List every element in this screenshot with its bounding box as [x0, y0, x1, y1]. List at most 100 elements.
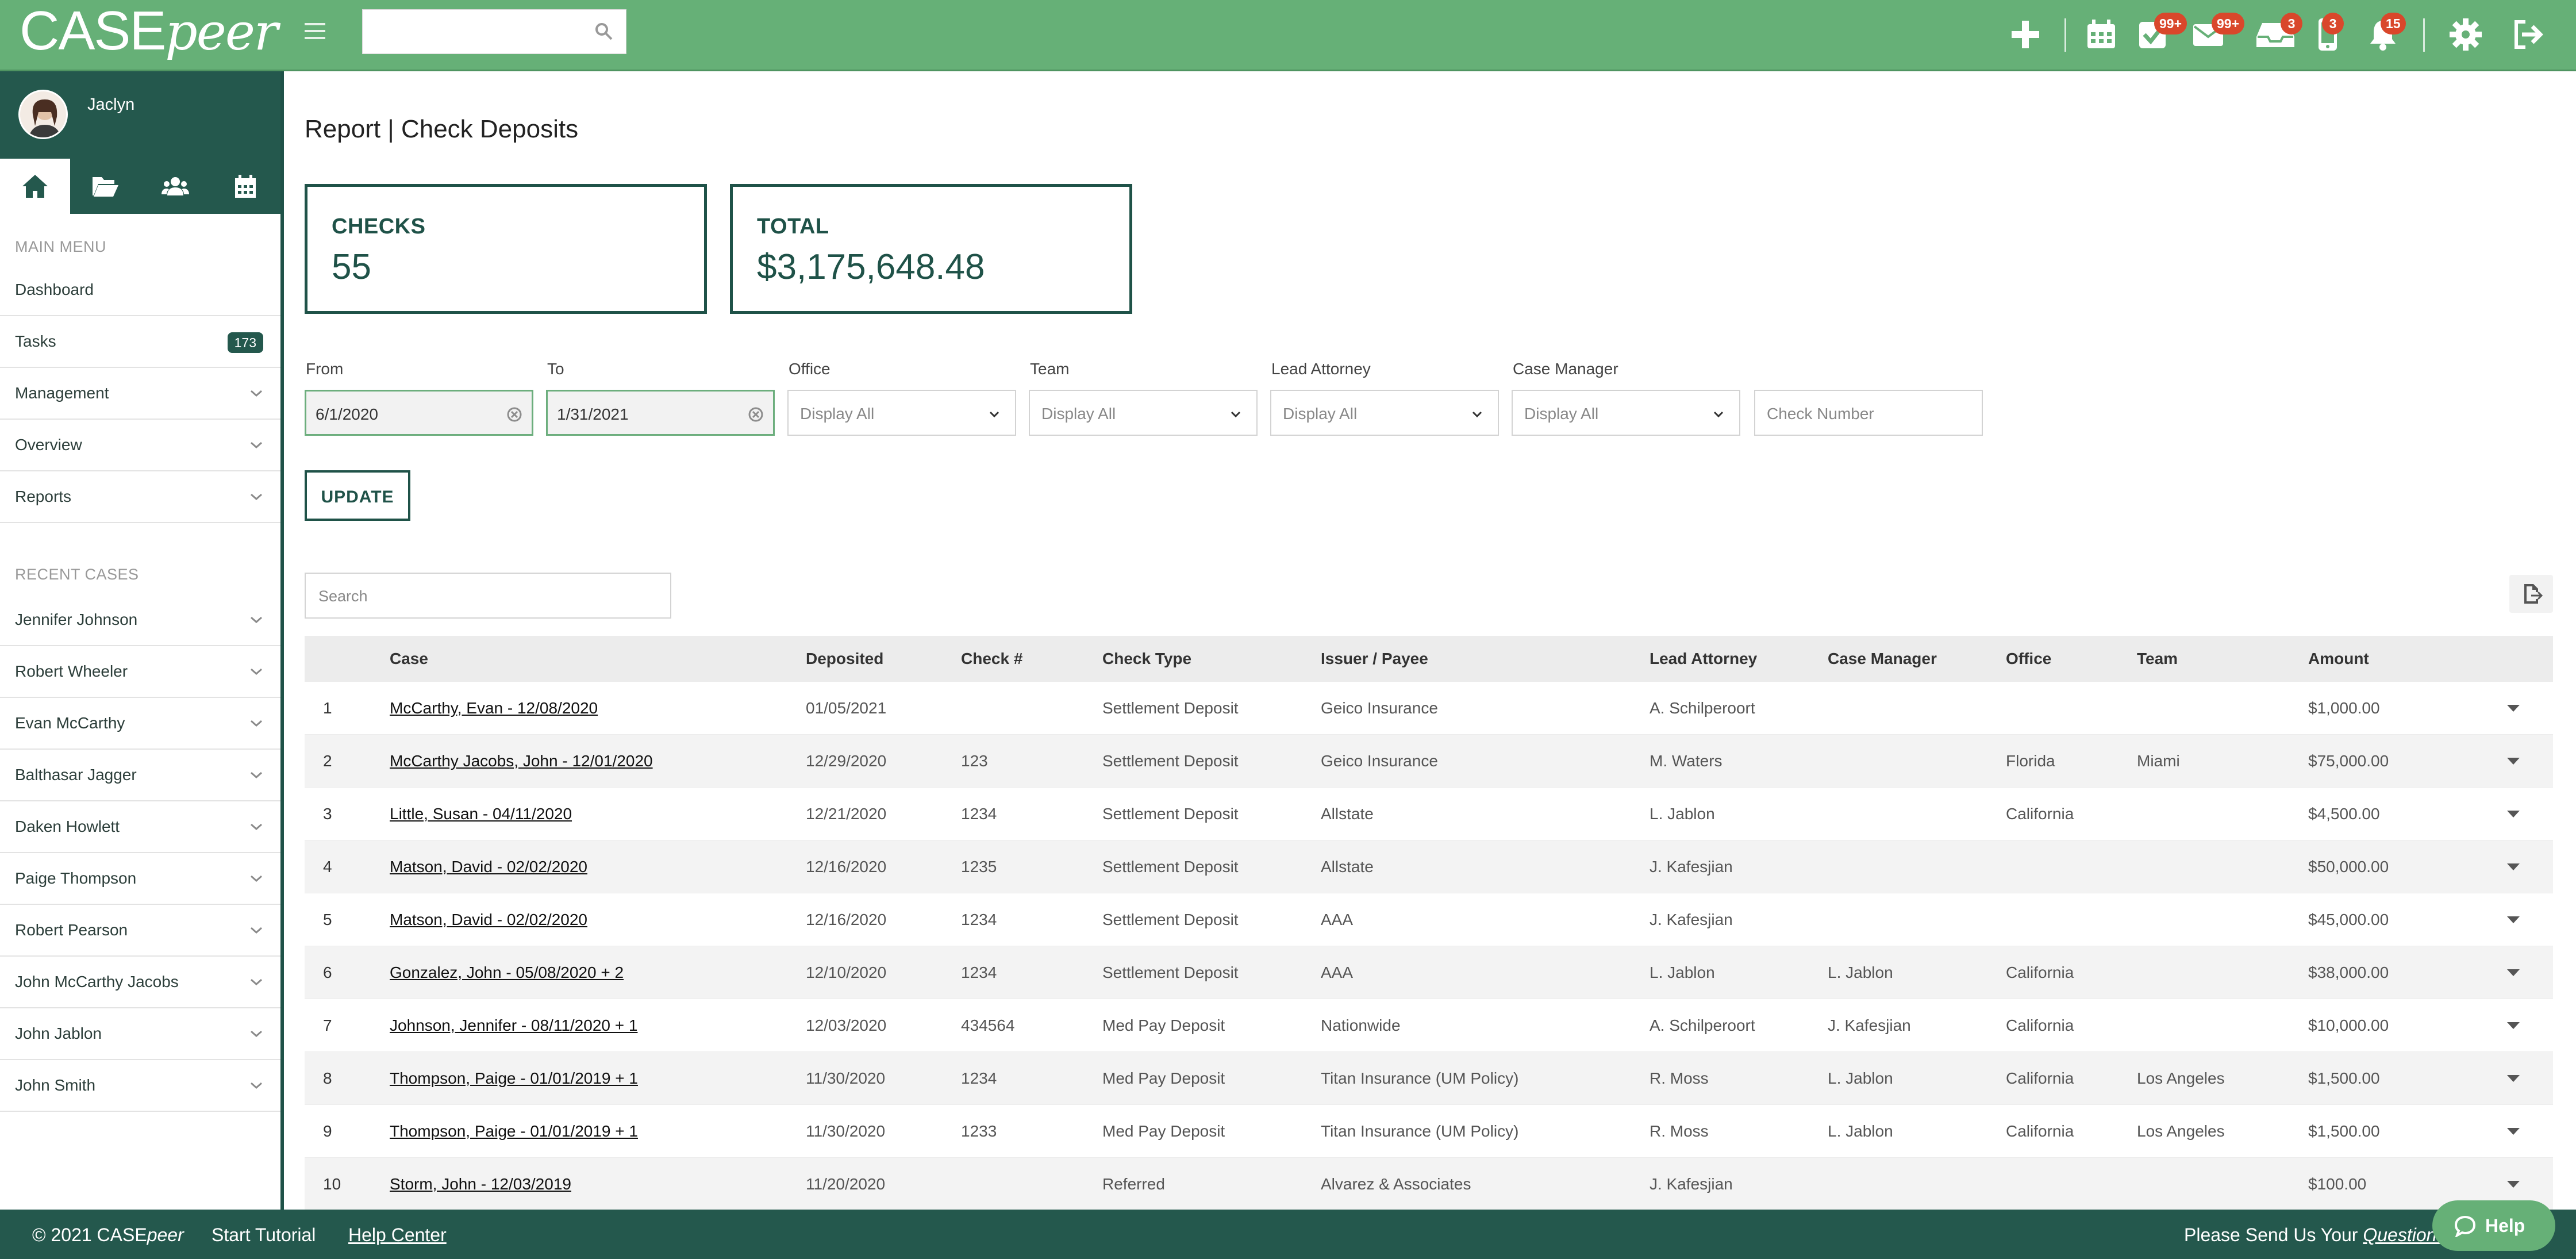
recent-case-item[interactable]: Daken Howlett — [0, 801, 280, 853]
column-header-team[interactable]: Team — [2137, 650, 2178, 667]
recent-case-item[interactable]: John Jablon — [0, 1008, 280, 1060]
check-number: 434564 — [961, 1016, 1015, 1034]
row-actions-caret-icon[interactable] — [2506, 809, 2521, 819]
help-center-link[interactable]: Help Center — [348, 1225, 447, 1245]
case-link[interactable]: McCarthy, Evan - 12/08/2020 — [390, 699, 598, 717]
add-new-icon[interactable] — [2008, 17, 2043, 52]
case-link[interactable]: Matson, David - 02/02/2020 — [390, 858, 587, 876]
start-tutorial-link[interactable]: Start Tutorial — [212, 1225, 316, 1245]
help-chat-button[interactable]: Help — [2432, 1200, 2555, 1251]
case-link[interactable]: Storm, John - 12/03/2019 — [390, 1175, 571, 1193]
recent-case-item[interactable]: Robert Wheeler — [0, 646, 280, 698]
recent-case-label: Evan McCarthy — [15, 714, 125, 732]
row-actions-caret-icon[interactable] — [2506, 1021, 2521, 1030]
row-number: 2 — [323, 752, 332, 770]
table-search-placeholder: Search — [318, 588, 368, 605]
case-link[interactable]: Little, Susan - 04/11/2020 — [390, 805, 572, 823]
row-actions-caret-icon[interactable] — [2506, 1180, 2521, 1189]
to-date-field[interactable]: 1/31/2021 — [546, 390, 775, 436]
column-header-amount[interactable]: Amount — [2308, 650, 2369, 667]
team-select[interactable]: Display All — [1029, 390, 1258, 436]
update-button[interactable]: UPDATE — [305, 470, 410, 521]
column-header-check-type[interactable]: Check Type — [1102, 650, 1192, 667]
table-row: 7 Johnson, Jennifer - 08/11/2020 + 1 12/03… — [305, 999, 2553, 1052]
table-row: 10 Storm, John - 12/03/2019 11/20/2020 Refe… — [305, 1158, 2553, 1211]
chat-bubble-icon — [2454, 1215, 2476, 1237]
column-header-case-manager[interactable]: Case Manager — [1828, 650, 1937, 667]
settings-gear-icon[interactable] — [2448, 17, 2483, 52]
case-manager: J. Kafesjian — [1828, 1016, 1911, 1034]
global-search-input[interactable] — [362, 9, 626, 54]
row-actions-caret-icon[interactable] — [2506, 862, 2521, 872]
column-header-check-number[interactable]: Check # — [961, 650, 1023, 667]
row-number: 7 — [323, 1016, 332, 1034]
amount: $75,000.00 — [2308, 752, 2389, 770]
sidebar-item-management[interactable]: Management — [0, 368, 280, 420]
avatar[interactable] — [18, 90, 68, 139]
recent-case-item[interactable]: Robert Pearson — [0, 905, 280, 957]
questions-link[interactable]: Questions — [2363, 1225, 2446, 1245]
calendar-icon[interactable] — [2084, 17, 2119, 52]
issuer-payee: Geico Insurance — [1321, 752, 1438, 770]
menu-toggle-icon[interactable] — [302, 17, 331, 46]
office: California — [2006, 964, 2074, 981]
column-header-case[interactable]: Case — [390, 650, 428, 667]
amount: $100.00 — [2308, 1175, 2367, 1193]
tab-cases[interactable] — [70, 159, 140, 214]
checks-value: 55 — [332, 247, 371, 287]
recent-case-item[interactable]: Balthasar Jagger — [0, 750, 280, 801]
from-date-field[interactable]: 6/1/2020 — [305, 390, 533, 436]
tab-calendar[interactable] — [210, 159, 280, 214]
case-link[interactable]: Thompson, Paige - 01/01/2019 + 1 — [390, 1122, 638, 1140]
recent-case-item[interactable]: Evan McCarthy — [0, 698, 280, 750]
lead-attorney-select[interactable]: Display All — [1270, 390, 1499, 436]
row-actions-caret-icon[interactable] — [2506, 968, 2521, 977]
home-icon — [22, 175, 48, 198]
check-type: Settlement Deposit — [1102, 911, 1239, 928]
case-link[interactable]: Matson, David - 02/02/2020 — [390, 911, 587, 928]
recent-case-item[interactable]: Paige Thompson — [0, 853, 280, 905]
case-link[interactable]: Thompson, Paige - 01/01/2019 + 1 — [390, 1069, 638, 1087]
to-date-value: 1/31/2021 — [557, 405, 629, 423]
table-search-input[interactable]: Search — [305, 573, 671, 619]
column-header-issuer-payee[interactable]: Issuer / Payee — [1321, 650, 1428, 667]
sidebar-item-tasks[interactable]: Tasks 173 — [0, 316, 280, 368]
table-row: 6 Gonzalez, John - 05/08/2020 + 2 12/10/20… — [305, 946, 2553, 999]
tab-home[interactable] — [0, 159, 70, 214]
export-button[interactable] — [2509, 575, 2553, 613]
recent-case-item[interactable]: Jennifer Johnson — [0, 594, 280, 646]
case-manager-select[interactable]: Display All — [1512, 390, 1740, 436]
sidebar-item-reports[interactable]: Reports — [0, 471, 280, 523]
sidebar-item-overview[interactable]: Overview — [0, 420, 280, 471]
sign-out-icon[interactable] — [2510, 17, 2545, 52]
clear-icon[interactable] — [748, 406, 764, 423]
lead-attorney: R. Moss — [1650, 1122, 1709, 1140]
case-link[interactable]: McCarthy Jacobs, John - 12/01/2020 — [390, 752, 653, 770]
column-header-deposited[interactable]: Deposited — [806, 650, 884, 667]
deposited-date: 01/05/2021 — [806, 699, 887, 717]
row-actions-caret-icon[interactable] — [2506, 915, 2521, 924]
tab-contacts[interactable] — [140, 159, 210, 214]
case-link[interactable]: Johnson, Jennifer - 08/11/2020 + 1 — [390, 1016, 638, 1034]
check-number-input[interactable]: Check Number — [1754, 390, 1983, 436]
update-button-label: UPDATE — [321, 488, 394, 506]
deposited-date: 12/16/2020 — [806, 911, 887, 928]
table-row: 4 Matson, David - 02/02/2020 12/16/2020 123… — [305, 840, 2553, 893]
case-link[interactable]: Gonzalez, John - 05/08/2020 + 2 — [390, 964, 624, 981]
row-actions-caret-icon[interactable] — [2506, 1074, 2521, 1083]
column-header-lead-attorney[interactable]: Lead Attorney — [1650, 650, 1758, 667]
row-actions-caret-icon[interactable] — [2506, 757, 2521, 766]
checks-label: CHECKS — [332, 214, 426, 239]
recent-case-item[interactable]: John McCarthy Jacobs — [0, 957, 280, 1008]
total-label: TOTAL — [757, 214, 829, 239]
check-type: Settlement Deposit — [1102, 752, 1239, 770]
sidebar-item-dashboard[interactable]: Dashboard — [0, 264, 280, 316]
clear-icon[interactable] — [506, 406, 522, 423]
app-logo[interactable]: CASEpeer — [20, 0, 278, 62]
column-header-office[interactable]: Office — [2006, 650, 2052, 667]
row-actions-caret-icon[interactable] — [2506, 704, 2521, 713]
search-icon[interactable] — [594, 21, 614, 42]
office-select[interactable]: Display All — [787, 390, 1016, 436]
recent-case-item[interactable]: John Smith — [0, 1060, 280, 1112]
row-actions-caret-icon[interactable] — [2506, 1127, 2521, 1136]
